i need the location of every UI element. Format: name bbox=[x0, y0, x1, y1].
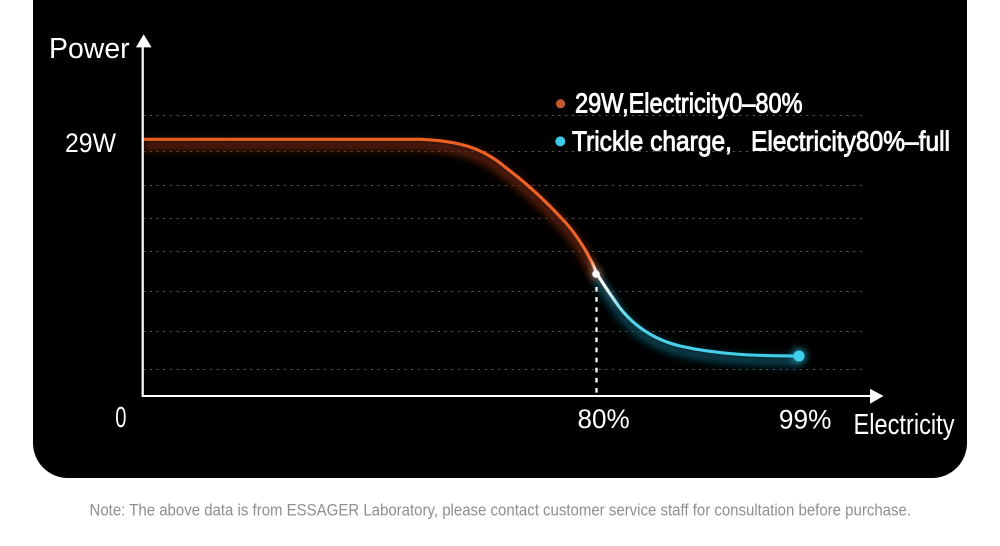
svg-text:99%: 99% bbox=[779, 405, 832, 435]
svg-text:Electricity: Electricity bbox=[854, 409, 955, 441]
svg-text:29W,Electricity0–80%: 29W,Electricity0–80% bbox=[575, 88, 803, 119]
svg-text:Note: The above data is from E: Note: The above data is from ESSAGER Lab… bbox=[90, 502, 912, 520]
svg-text:0: 0 bbox=[115, 402, 126, 434]
svg-text:Trickle charge, Electricity80: Trickle charge, Electricity80%–full bbox=[572, 125, 950, 156]
svg-text:29W: 29W bbox=[65, 128, 116, 158]
svg-text:Power: Power bbox=[49, 33, 130, 65]
svg-text:80%: 80% bbox=[578, 404, 630, 434]
